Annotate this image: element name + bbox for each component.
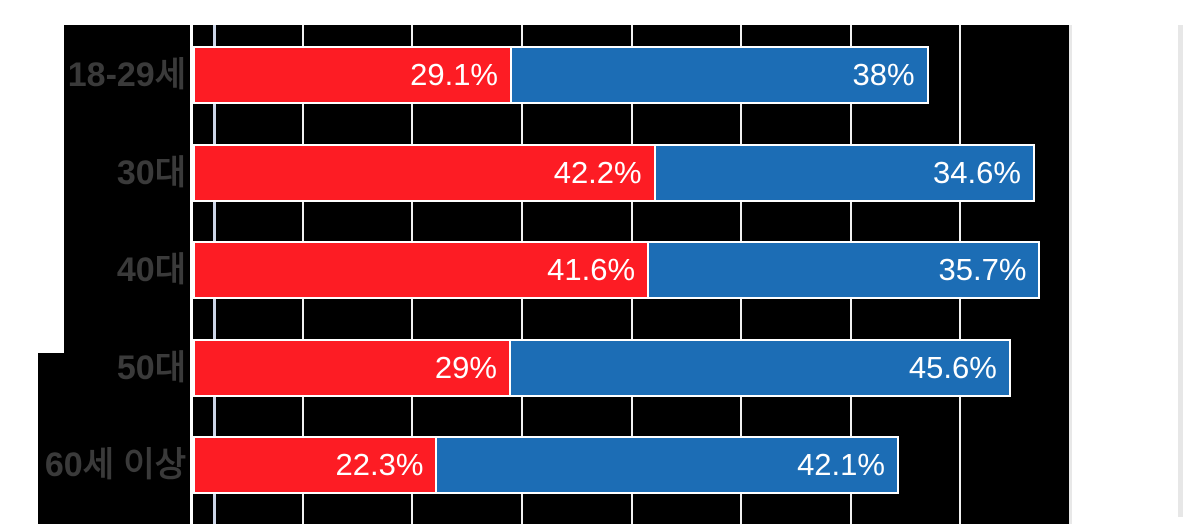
plot-right-edge-line: [1069, 25, 1072, 524]
plot-area: 29.1% 38% 42.2% 34.6% 41.6% 35.7% 29% 45.6% 22.3…: [193, 25, 1072, 524]
bar-row: 22.3% 42.1%: [193, 436, 1070, 494]
blue-bar-value-label: 38%: [852, 57, 915, 92]
red-bar-segment: 29%: [193, 338, 511, 397]
blue-bar-segment: 45.6%: [508, 338, 1011, 397]
blue-bar-value-label: 34.6%: [933, 154, 1021, 190]
category-label: 40대: [116, 251, 186, 289]
red-bar-value-label: 29%: [434, 349, 497, 385]
blue-bar-value-label: 35.7%: [938, 252, 1027, 287]
category-label: 50대: [116, 348, 186, 387]
category-label: 30대: [116, 153, 186, 192]
blue-bar-value-label: 42.1%: [797, 447, 885, 482]
red-bar-value-label: 42.2%: [553, 154, 642, 190]
blue-bar-segment: 34.6%: [653, 143, 1035, 202]
blue-bar-segment: 38%: [510, 46, 929, 104]
bar-row: 29.1% 38%: [193, 46, 1070, 104]
red-bar-value-label: 41.6%: [547, 252, 636, 287]
blue-bar-segment: 35.7%: [647, 241, 1041, 299]
red-bar-value-label: 22.3%: [335, 447, 424, 482]
red-bar-segment: 42.2%: [193, 143, 656, 202]
category-label: 18-29세: [67, 56, 186, 94]
red-bar-value-label: 29.1%: [410, 57, 498, 92]
bar-row: 29% 45.6%: [193, 338, 1070, 397]
zero-axis-line: [190, 25, 193, 524]
category-label-background-upper: [64, 25, 190, 353]
bar-row: 42.2% 34.6%: [193, 143, 1070, 202]
red-bar-segment: 29.1%: [193, 46, 512, 104]
category-label: 60세 이상: [44, 446, 186, 484]
category-label-background-lower: [38, 353, 190, 524]
bar-row: 41.6% 35.7%: [193, 241, 1070, 299]
scrollbar-strip[interactable]: [1178, 25, 1183, 517]
red-bar-segment: 22.3%: [193, 436, 438, 494]
blue-bar-segment: 42.1%: [435, 436, 899, 494]
blue-bar-value-label: 45.6%: [908, 349, 997, 385]
red-bar-segment: 41.6%: [193, 241, 650, 299]
